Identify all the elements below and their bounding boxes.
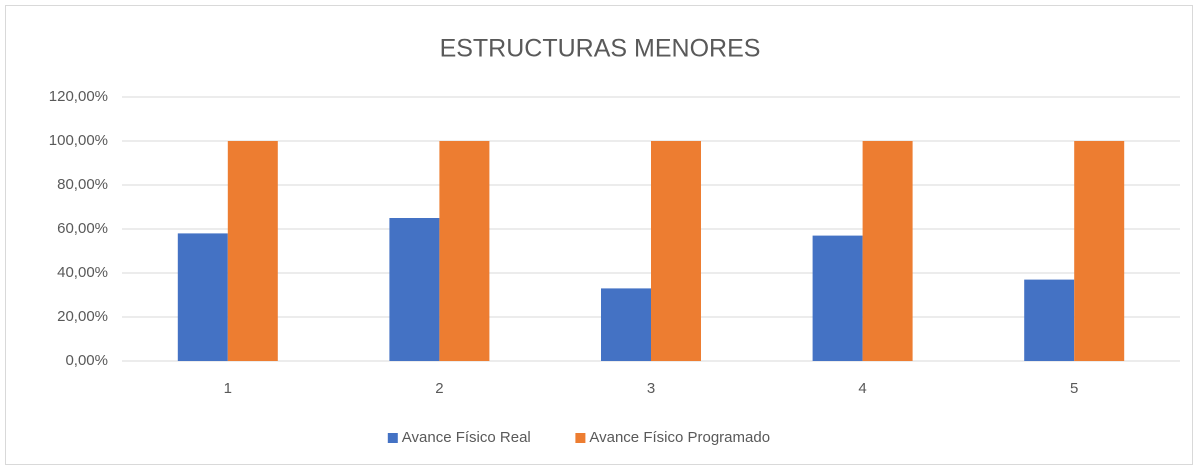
y-tick-label: 80,00%	[57, 176, 108, 193]
bar	[439, 141, 490, 361]
y-tick-label: 60,00%	[57, 220, 108, 237]
bar	[1024, 279, 1075, 361]
bar	[812, 235, 863, 361]
y-tick-label: 120,00%	[49, 88, 108, 105]
legend-label: Avance Físico Real	[402, 429, 531, 446]
x-tick-label: 2	[435, 380, 443, 397]
y-tick-label: 100,00%	[49, 132, 108, 149]
bar	[177, 233, 228, 361]
bar	[862, 141, 913, 361]
x-tick-label: 4	[858, 380, 866, 397]
y-tick-label: 20,00%	[57, 308, 108, 325]
legend-swatch	[387, 433, 398, 443]
legend-label: Avance Físico Programado	[589, 429, 770, 446]
y-tick-label: 40,00%	[57, 264, 108, 281]
legend-swatch	[575, 433, 586, 443]
x-tick-label: 1	[224, 380, 232, 397]
bar	[1074, 141, 1125, 361]
x-tick-label: 5	[1070, 380, 1078, 397]
bar	[227, 141, 278, 361]
bar	[601, 288, 651, 361]
bar	[651, 141, 701, 361]
y-tick-label: 0,00%	[65, 352, 108, 369]
x-tick-label: 3	[647, 380, 655, 397]
chart-title: ESTRUCTURAS MENORES	[440, 35, 761, 63]
bar	[389, 218, 440, 361]
